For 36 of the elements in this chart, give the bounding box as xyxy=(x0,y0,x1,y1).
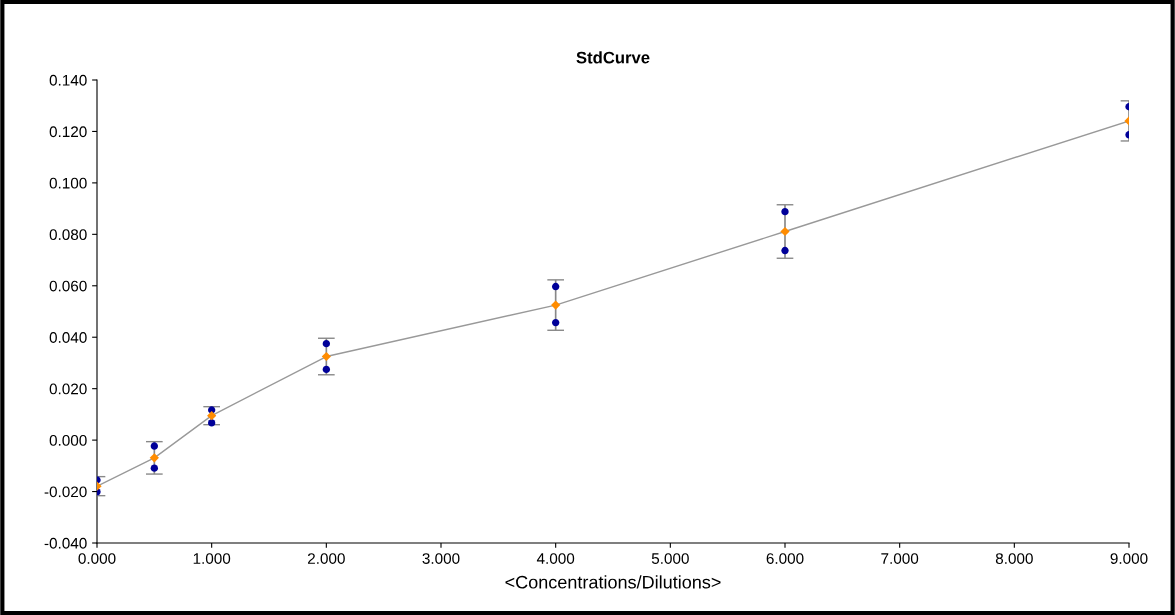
point xyxy=(551,300,561,310)
x-tick-label: 1.000 xyxy=(193,553,231,564)
point xyxy=(150,464,159,472)
y-tick-label: 0.060 xyxy=(49,280,87,292)
point xyxy=(207,419,216,427)
x-tick-label: 0.000 xyxy=(78,553,116,564)
point xyxy=(551,318,560,327)
y-tick-label: 0.000 xyxy=(49,434,87,446)
chart-title: StdCurve xyxy=(576,51,650,64)
x-tick-label: 8.000 xyxy=(995,553,1033,564)
point xyxy=(150,442,159,450)
x-tick-label: 2.000 xyxy=(307,553,345,564)
y-tick-label: -0.040 xyxy=(44,537,87,549)
x-axis-title: <Concentrations/Dilutions> xyxy=(505,575,721,589)
point xyxy=(322,339,331,348)
point xyxy=(322,365,331,374)
y-tick-label: 0.100 xyxy=(49,177,87,189)
point xyxy=(781,246,789,255)
y-tick-label: 0.120 xyxy=(49,126,87,138)
y-tick-label: 0.040 xyxy=(49,332,87,343)
point xyxy=(780,226,790,237)
point xyxy=(781,208,789,216)
y-tick-label: 0.140 xyxy=(49,74,87,86)
point xyxy=(321,351,331,362)
y-tick-label: 0.020 xyxy=(49,383,87,395)
point xyxy=(207,411,217,421)
x-tick-label: 4.000 xyxy=(536,553,575,564)
y-tick-label: -0.020 xyxy=(44,486,87,498)
x-tick-label: 6.000 xyxy=(766,553,804,564)
y-tick-label: 0.080 xyxy=(49,229,87,241)
point xyxy=(551,282,560,291)
x-tick-label: 5.000 xyxy=(651,553,689,564)
x-tick-label: 3.000 xyxy=(422,553,460,564)
x-tick-label: 7.000 xyxy=(881,553,919,564)
x-tick-label: 9.000 xyxy=(1110,553,1148,564)
point xyxy=(149,453,159,463)
